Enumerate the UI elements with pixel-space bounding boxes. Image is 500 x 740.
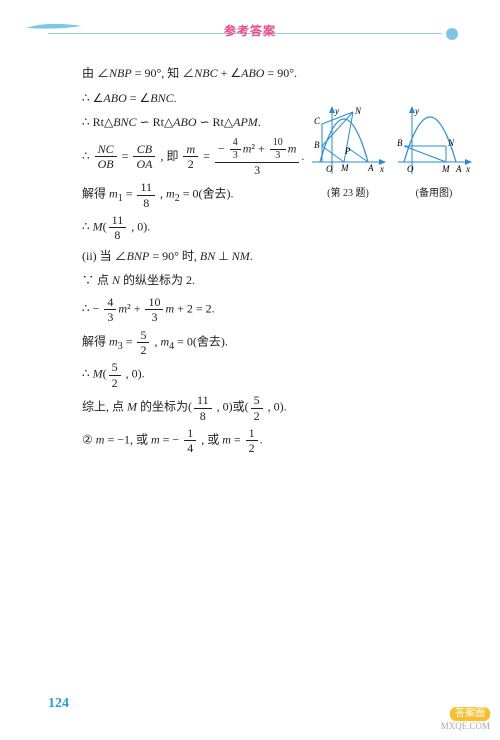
diagram-left: y x O C N B P M A <box>308 104 388 180</box>
svg-text:O: O <box>407 164 414 174</box>
fraction: CBOA <box>133 142 155 172</box>
page-header: 参考答案 <box>0 0 500 44</box>
page-number: 124 <box>48 696 69 712</box>
svg-text:M: M <box>340 163 349 173</box>
diagram-right: y x O B N M A <box>394 104 474 180</box>
fraction: 52 <box>137 328 149 358</box>
svg-text:B: B <box>314 140 320 150</box>
fraction: 43 <box>104 295 116 325</box>
svg-text:B: B <box>397 138 403 148</box>
header-title: 参考答案 <box>0 22 500 39</box>
fraction: 52 <box>251 393 263 423</box>
fraction: 118 <box>194 393 212 423</box>
fraction: m2 <box>183 142 198 172</box>
watermark-site: MXQE.COM <box>441 721 490 731</box>
fraction: − 43m² + 103m3 <box>215 137 300 177</box>
svg-text:x: x <box>465 164 470 174</box>
fraction: 118 <box>109 213 127 243</box>
svg-text:N: N <box>447 138 455 148</box>
text-line: 解得 m3 = 52 , m4 = 0(舍去). <box>82 328 470 358</box>
fraction: 103 <box>145 295 163 325</box>
text-line: 综上, 点 M 的坐标为(118 , 0)或(52 , 0). <box>82 393 470 423</box>
figure-caption: (备用图) <box>394 184 474 199</box>
fraction: 118 <box>137 180 155 210</box>
fraction: 12 <box>246 426 258 456</box>
watermark: 答案圈 MXQE.COM <box>441 707 490 732</box>
text-line: ∴ M(118 , 0). <box>82 213 470 243</box>
svg-text:C: C <box>314 116 321 126</box>
text-line: (ii) 当 ∠BNP = 90° 时, BN ⊥ NM. <box>82 246 470 268</box>
text-line: ∴ M(52 , 0). <box>82 360 470 390</box>
svg-text:x: x <box>379 164 384 174</box>
svg-text:P: P <box>344 146 351 156</box>
header-dot-icon <box>446 28 458 40</box>
fraction: 52 <box>109 360 121 390</box>
watermark-bubble: 答案圈 <box>450 707 490 721</box>
svg-text:A: A <box>367 163 374 173</box>
text-line: ∴ − 43m² + 103m + 2 = 2. <box>82 295 470 325</box>
text-line: ② m = −1, 或 m = − 14 , 或 m = 12. <box>82 426 470 456</box>
svg-text:O: O <box>326 164 333 174</box>
text-line: 由 ∠NBP = 90°, 知 ∠NBC + ∠ABO = 90°. <box>82 63 470 85</box>
svg-text:N: N <box>354 106 362 116</box>
figure-caption: (第 23 题) <box>308 184 388 199</box>
figure-region: y x O C N B P M A y x O B N M A <box>308 104 478 199</box>
svg-text:A: A <box>455 164 462 174</box>
svg-text:M: M <box>441 164 450 174</box>
fraction: NCOB <box>95 142 117 172</box>
svg-text:y: y <box>334 106 339 116</box>
text-line: ∵ 点 N 的纵坐标为 2. <box>82 270 470 292</box>
fraction: 14 <box>184 426 196 456</box>
svg-text:y: y <box>414 106 419 116</box>
